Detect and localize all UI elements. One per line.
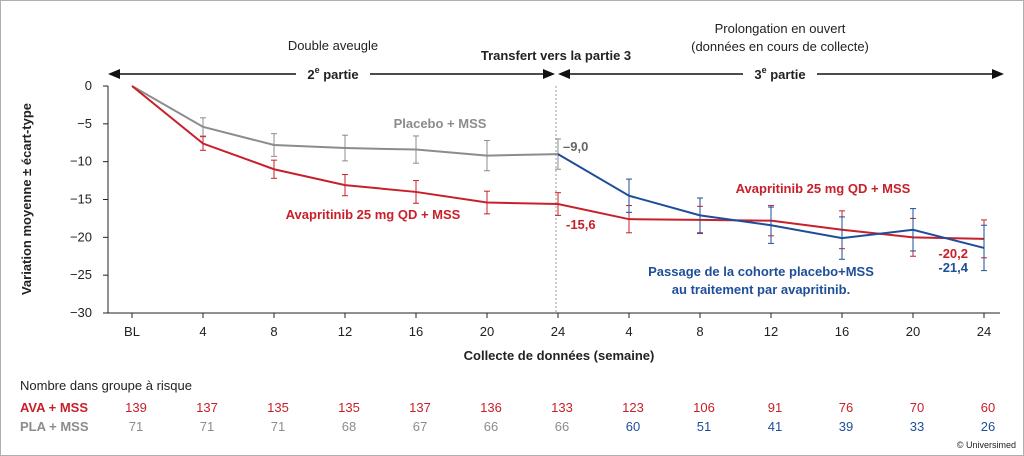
risk-cell: 70 xyxy=(910,400,924,415)
y-axis-label: Variation moyenne ± écart-type xyxy=(19,103,34,295)
part2-top-label: Double aveugle xyxy=(288,38,378,53)
risk-cell: 67 xyxy=(413,419,427,434)
risk-cell: 26 xyxy=(981,419,995,434)
x-tick-label: 8 xyxy=(270,324,277,339)
x-tick-label: 20 xyxy=(480,324,494,339)
x-tick-label: 16 xyxy=(835,324,849,339)
risk-cell: 106 xyxy=(693,400,715,415)
risk-cell: 33 xyxy=(910,419,924,434)
ava-end-value-part3: -20,2 xyxy=(938,246,968,261)
risk-cell: 41 xyxy=(768,419,782,434)
part2-label: 2e partie xyxy=(307,65,358,82)
risk-cell: 91 xyxy=(768,400,782,415)
risk-cell: 135 xyxy=(267,400,289,415)
x-tick-label: 24 xyxy=(977,324,991,339)
risk-cell: 71 xyxy=(200,419,214,434)
y-tick-label: 0 xyxy=(85,78,92,93)
risk-cell: 137 xyxy=(196,400,218,415)
x-tick-label: 20 xyxy=(906,324,920,339)
x-ticks: BL 4 8 12 16 20 24 4 8 12 16 20 24 xyxy=(124,313,991,339)
y-tick-label: −5 xyxy=(77,116,92,131)
risk-cell: 139 xyxy=(125,400,147,415)
x-tick-label: 4 xyxy=(199,324,206,339)
risk-cell: 71 xyxy=(271,419,285,434)
ava-end-value-part2: -15,6 xyxy=(566,217,596,232)
risk-row-label: AVA + MSS xyxy=(20,400,88,415)
ava-label-part3: Avapritinib 25 mg QD + MSS xyxy=(736,181,911,196)
risk-cell: 68 xyxy=(342,419,356,434)
placebo-end-value: –9,0 xyxy=(563,139,588,154)
x-tick-label: 24 xyxy=(551,324,565,339)
part3-arrow xyxy=(558,69,1004,79)
risk-cell: 133 xyxy=(551,400,573,415)
x-tick-label: 12 xyxy=(764,324,778,339)
risk-cell: 60 xyxy=(626,419,640,434)
risk-table: AVA + MSS 139 137 135 135 137 136 133 123 106 91 76… xyxy=(20,400,995,434)
x-tick-label: 8 xyxy=(696,324,703,339)
part3-top-label-line1: Prolongation en ouvert xyxy=(715,21,846,36)
risk-cell: 60 xyxy=(981,400,995,415)
risk-cell: 39 xyxy=(839,419,853,434)
x-tick-label: BL xyxy=(124,324,140,339)
x-tick-label: 4 xyxy=(625,324,632,339)
transfer-label: Transfert vers la partie 3 xyxy=(481,48,631,63)
switch-label-line1: Passage de la cohorte placebo+MSS xyxy=(648,264,874,279)
risk-cell: 51 xyxy=(697,419,711,434)
x-axis-label: Collecte de données (semaine) xyxy=(464,348,655,363)
risk-table-title: Nombre dans groupe à risque xyxy=(20,378,192,393)
risk-cell: 66 xyxy=(484,419,498,434)
part3-label: 3e partie xyxy=(754,65,805,82)
x-tick-label: 16 xyxy=(409,324,423,339)
part2-arrow xyxy=(108,69,555,79)
risk-cell: 76 xyxy=(839,400,853,415)
y-tick-label: −30 xyxy=(70,305,92,320)
risk-cell: 136 xyxy=(480,400,502,415)
switch-label-line2: au traitement par avapritinib. xyxy=(672,282,850,297)
copyright: © Universimed xyxy=(957,440,1016,450)
y-tick-label: −10 xyxy=(70,154,92,169)
series-layer xyxy=(131,85,987,272)
risk-row-label: PLA + MSS xyxy=(20,419,89,434)
risk-cell: 137 xyxy=(409,400,431,415)
part3-top-label-line2: (données en cours de collecte) xyxy=(691,39,869,54)
placebo-label: Placebo + MSS xyxy=(394,116,487,131)
risk-cell: 123 xyxy=(622,400,644,415)
risk-cell: 66 xyxy=(555,419,569,434)
blue-end-value: -21,4 xyxy=(938,260,968,275)
risk-cell: 135 xyxy=(338,400,360,415)
y-tick-label: −20 xyxy=(70,229,92,244)
ava-label-part2: Avapritinib 25 mg QD + MSS xyxy=(286,207,461,222)
risk-cell: 71 xyxy=(129,419,143,434)
y-tick-label: −15 xyxy=(70,192,92,207)
x-tick-label: 12 xyxy=(338,324,352,339)
y-tick-label: −25 xyxy=(70,267,92,282)
y-ticks: 0 −5 −10 −15 −20 −25 −30 xyxy=(70,78,108,320)
